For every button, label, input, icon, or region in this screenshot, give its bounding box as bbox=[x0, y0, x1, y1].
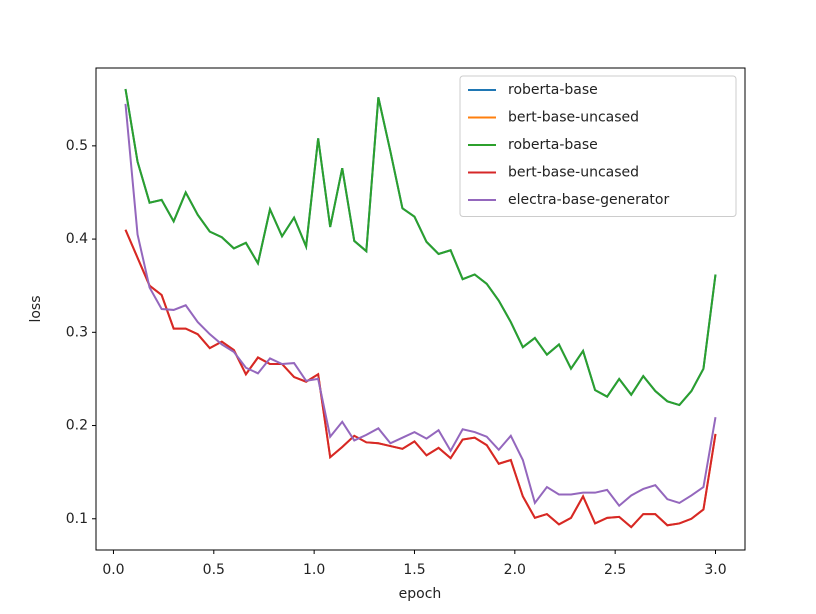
legend-label: roberta-base bbox=[508, 82, 598, 98]
x-tick-label: 2.5 bbox=[604, 562, 626, 578]
y-tick-label: 0.5 bbox=[66, 138, 88, 154]
x-tick-label: 1.0 bbox=[303, 562, 325, 578]
legend-box bbox=[459, 75, 737, 217]
legend-label: roberta-base bbox=[508, 137, 598, 153]
line-series bbox=[124, 229, 717, 529]
y-tick-label: 0.1 bbox=[66, 511, 88, 527]
x-tick-label: 3.0 bbox=[704, 562, 726, 578]
legend-label: electra-base-generator bbox=[508, 192, 669, 208]
y-tick-label: 0.2 bbox=[66, 418, 88, 434]
x-tick-label: 0.0 bbox=[102, 562, 124, 578]
x-axis-label: epoch bbox=[399, 586, 442, 602]
y-tick-label: 0.3 bbox=[66, 324, 88, 340]
legend-label: bert-base-uncased bbox=[508, 165, 639, 181]
line-series bbox=[124, 103, 717, 508]
x-tick-label: 0.5 bbox=[203, 562, 225, 578]
x-tick-label: 2.0 bbox=[504, 562, 526, 578]
plot-frame bbox=[95, 67, 746, 551]
y-axis-label: loss bbox=[28, 295, 44, 322]
y-tick-label: 0.4 bbox=[66, 231, 88, 247]
legend-label: bert-base-uncased bbox=[508, 110, 639, 126]
line-series bbox=[124, 229, 717, 529]
line-series bbox=[124, 88, 717, 407]
x-tick-label: 1.5 bbox=[403, 562, 425, 578]
